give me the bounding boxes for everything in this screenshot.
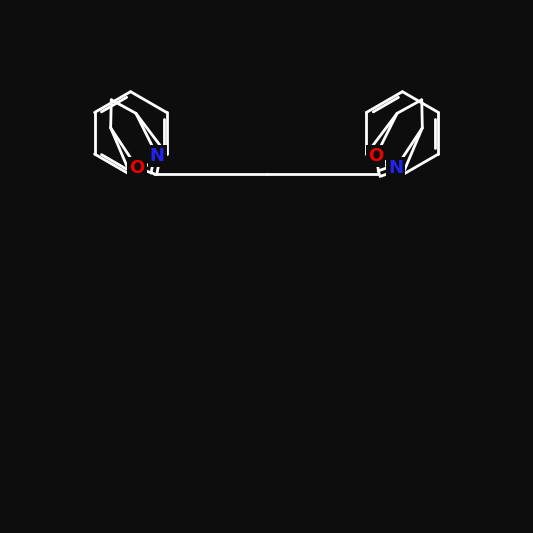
Text: N: N [150, 147, 165, 165]
Text: O: O [368, 147, 383, 165]
Text: N: N [389, 159, 403, 177]
Text: O: O [130, 159, 145, 177]
